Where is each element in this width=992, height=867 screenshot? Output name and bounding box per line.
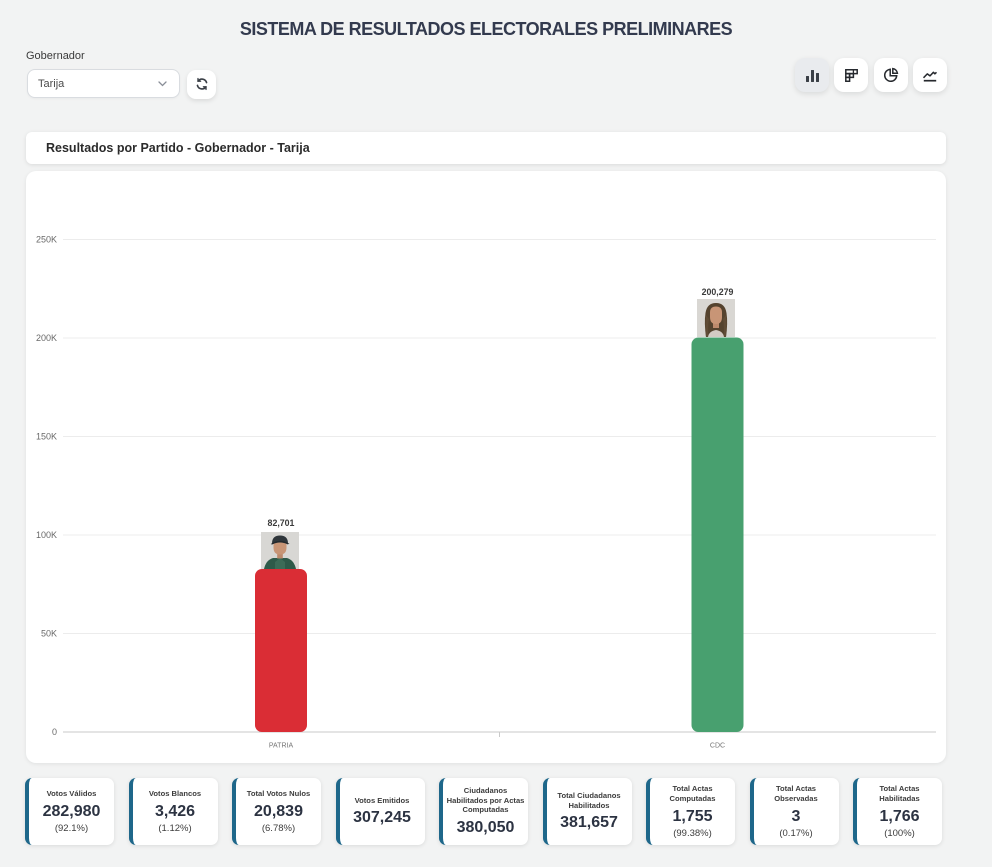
svg-text:PATRIA: PATRIA — [269, 743, 294, 750]
svg-text:250K: 250K — [36, 235, 57, 245]
svg-text:200,279: 200,279 — [702, 287, 734, 297]
svg-text:100K: 100K — [36, 530, 57, 540]
svg-text:200K: 200K — [36, 333, 57, 343]
svg-text:150K: 150K — [36, 432, 57, 442]
svg-text:50K: 50K — [41, 629, 57, 639]
svg-text:CDC: CDC — [710, 743, 725, 750]
svg-text:82,701: 82,701 — [268, 518, 295, 528]
svg-text:0: 0 — [52, 727, 57, 737]
